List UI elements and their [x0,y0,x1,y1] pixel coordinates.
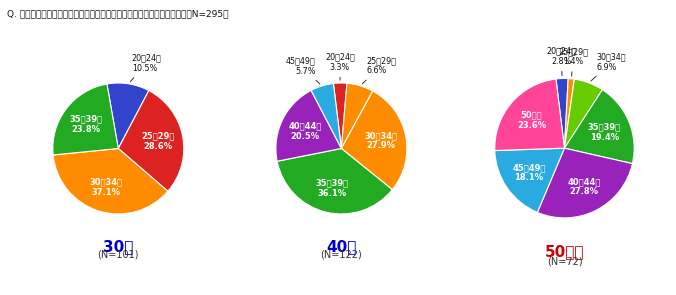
Text: 50才〜
23.6%: 50才〜 23.6% [517,110,546,130]
Text: 50代〜: 50代〜 [545,244,584,259]
Text: 25〜29才
28.6%: 25〜29才 28.6% [141,131,175,151]
Wedge shape [311,83,341,148]
Text: 35〜39才
23.8%: 35〜39才 23.8% [70,114,103,134]
Wedge shape [107,83,149,148]
Text: 20〜24才
3.3%: 20〜24才 3.3% [325,52,355,80]
Text: 45〜49才
18.1%: 45〜49才 18.1% [512,163,546,182]
Text: 35〜39才
36.1%: 35〜39才 36.1% [315,178,348,198]
Text: 20〜24才
2.8%: 20〜24才 2.8% [546,47,576,76]
Text: 30〜34才
6.9%: 30〜34才 6.9% [591,52,626,81]
Wedge shape [277,148,392,214]
Text: 35〜39才
19.4%: 35〜39才 19.4% [588,122,621,142]
Wedge shape [556,78,569,148]
Text: 25〜29才
6.6%: 25〜29才 6.6% [362,56,396,84]
Wedge shape [333,83,347,148]
Wedge shape [276,90,341,161]
Text: 45〜49才
5.7%: 45〜49才 5.7% [286,56,320,84]
Text: 30〜34才
37.1%: 30〜34才 37.1% [89,178,122,197]
Wedge shape [341,83,372,148]
Wedge shape [495,79,564,150]
Text: 30〜34才
27.9%: 30〜34才 27.9% [364,131,397,150]
Text: 30代: 30代 [103,239,133,254]
Wedge shape [564,79,602,148]
Wedge shape [564,90,634,164]
Wedge shape [537,148,633,218]
Text: 40〜44才
27.8%: 40〜44才 27.8% [568,177,601,196]
Text: (N=72): (N=72) [547,256,582,266]
Wedge shape [118,91,184,191]
Wedge shape [53,148,168,214]
Text: 40〜44才
20.5%: 40〜44才 20.5% [288,121,322,141]
Text: 25〜29才
1.4%: 25〜29才 1.4% [558,47,588,76]
Text: 40代: 40代 [327,239,356,254]
Wedge shape [53,84,118,155]
Text: Q. どの年代からカメラで撮影されるときに肌が気になり始めましたか？（N=295）: Q. どの年代からカメラで撮影されるときに肌が気になり始めましたか？（N=295… [7,9,228,18]
Wedge shape [564,78,575,148]
Wedge shape [495,148,564,212]
Text: 20〜24才
10.5%: 20〜24才 10.5% [130,53,162,82]
Text: (N=101): (N=101) [97,250,139,260]
Wedge shape [341,91,407,190]
Text: (N=122): (N=122) [320,250,362,260]
